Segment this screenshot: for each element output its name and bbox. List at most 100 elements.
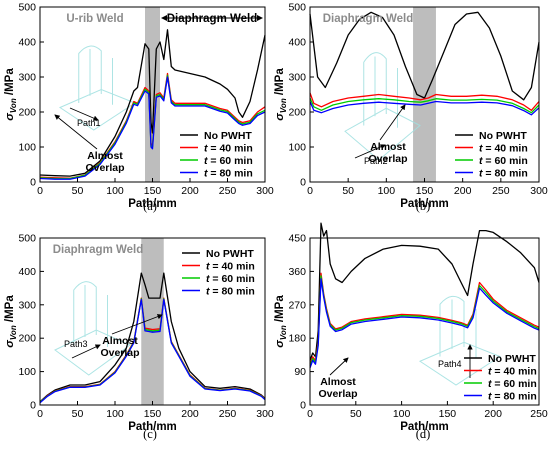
y-tick-label: 400 xyxy=(18,266,36,278)
legend-entry: t = 60 min xyxy=(206,273,255,285)
chart-panel-3: Path3 0 50 100 150 200 250 300 0 100 200 300 400 500 P… xyxy=(4,233,274,442)
series-line-t-80-min xyxy=(309,278,540,369)
x-tick-label: 50 xyxy=(72,185,84,197)
series-line-t-60-min xyxy=(39,74,266,180)
x-tick-label: 250 xyxy=(219,408,237,420)
x-tick-label: 250 xyxy=(219,185,237,197)
y-tick-label: 270 xyxy=(288,299,306,311)
legend-entry-value: = 60 min xyxy=(492,378,537,390)
x-axis-label: Path/mm xyxy=(128,198,177,210)
legend-entry: t = 60 min xyxy=(479,155,528,167)
series-line-t-40-min xyxy=(309,92,540,111)
legend-entry-var: t xyxy=(488,365,492,377)
annotation-overlap: Overlap xyxy=(368,153,407,165)
y-axis-label-symbol: σ xyxy=(4,113,16,121)
y-axis-label-subscript: Von xyxy=(9,325,18,340)
weld-zone-band xyxy=(413,7,436,182)
legend-entry-var: t xyxy=(206,285,210,297)
chart-panel-4: Path4 0 50 100 150 200 250 0 90 180 270 360 450 Path/… xyxy=(274,222,548,441)
y-tick-label: 90 xyxy=(294,366,306,378)
legend-entry: t = 60 min xyxy=(488,378,537,390)
y-tick-label: 500 xyxy=(18,2,36,14)
y-tick-label: 0 xyxy=(30,177,36,189)
y-axis-label-unit: /MPa xyxy=(274,295,286,326)
legend-entry: t = 80 min xyxy=(488,390,537,402)
inset-diaphragm xyxy=(84,285,108,347)
x-tick-label: 50 xyxy=(72,408,84,420)
legend-entry-value: = 40 min xyxy=(208,142,253,154)
annotation-overlap: Overlap xyxy=(318,388,357,400)
series-line-no-pwht xyxy=(39,272,266,403)
inset-plate xyxy=(344,107,421,161)
chart-panel-2: Path2 0 50 100 150 200 250 300 0 100 200 300 400 500 P… xyxy=(274,2,548,214)
legend-entry-var: t xyxy=(488,390,492,402)
legend-entry-var: t xyxy=(479,142,483,154)
y-tick-label: 360 xyxy=(288,266,306,278)
path-label: Path4 xyxy=(438,359,462,369)
inset-plate xyxy=(54,329,131,376)
legend-entry: t = 80 min xyxy=(204,167,253,179)
legend-entry-var: t xyxy=(204,167,208,179)
legend-entry-text: No PWHT xyxy=(488,353,536,365)
zone-label-diaphragm: Diaphragm Weld xyxy=(167,13,258,25)
weld-zone-band xyxy=(141,238,164,405)
annotation-overlap: Overlap xyxy=(85,162,124,174)
legend-entry: t = 40 min xyxy=(204,142,253,154)
inset-plate xyxy=(418,341,502,386)
legend-entry-value: = 80 min xyxy=(210,285,255,297)
x-tick-label: 0 xyxy=(307,408,313,420)
legend-entry-value: = 40 min xyxy=(210,260,255,272)
y-tick-label: 300 xyxy=(18,299,36,311)
path-arrow xyxy=(71,344,101,359)
y-tick-label: 500 xyxy=(18,233,36,245)
inset-diaphragm xyxy=(89,49,113,105)
x-tick-label: 50 xyxy=(350,408,362,420)
inset-diaphragm xyxy=(374,56,398,128)
x-tick-label: 0 xyxy=(37,185,43,197)
x-tick-label: 300 xyxy=(256,408,274,420)
x-tick-label: 200 xyxy=(181,408,199,420)
legend-entry-value: = 40 min xyxy=(483,142,528,154)
y-axis-label-symbol: σ xyxy=(274,340,286,348)
y-axis-label-unit: /MPa xyxy=(4,295,16,326)
series-line-t-60-min xyxy=(309,97,540,114)
annotation-arrow xyxy=(111,314,163,335)
x-tick-label: 150 xyxy=(439,408,457,420)
y-axis-label-subscript: Von xyxy=(279,98,288,113)
legend-entry-var: t xyxy=(204,155,208,167)
legend-entry-var: t xyxy=(479,155,483,167)
x-tick-label: 250 xyxy=(492,185,510,197)
path-arrow xyxy=(354,144,386,159)
path-arrow xyxy=(69,107,99,121)
annotation-almost: Almost xyxy=(370,141,406,153)
legend-entry-var: t xyxy=(206,273,210,285)
inset-rib xyxy=(73,281,97,345)
panel-label: (a) xyxy=(143,199,157,213)
x-tick-label: 300 xyxy=(530,185,548,197)
x-tick-label: 200 xyxy=(454,185,472,197)
y-tick-label: 0 xyxy=(300,177,306,189)
inset-schematic xyxy=(54,281,131,376)
annotation-arrow xyxy=(379,104,406,141)
x-tick-label: 200 xyxy=(484,408,502,420)
path-label: Path3 xyxy=(64,339,88,349)
legend-entry: t = 80 min xyxy=(206,285,255,297)
series-line-no-pwht xyxy=(309,222,540,361)
legend-entry-var: t xyxy=(479,167,483,179)
y-axis-label: σVon /MPa xyxy=(274,68,288,121)
zone-label-diaphragm: Diaphragm Weld xyxy=(53,244,144,256)
y-tick-label: 500 xyxy=(288,2,306,14)
y-axis-label: σVon /MPa xyxy=(4,68,18,121)
y-tick-label: 180 xyxy=(288,333,306,345)
panel-label: (b) xyxy=(416,199,431,213)
x-axis-label: Path/mm xyxy=(128,421,177,433)
legend-entry-var: t xyxy=(488,378,492,390)
y-axis-label: σVon /MPa xyxy=(274,295,288,348)
zone-label-diaphragm: Diaphragm Weld xyxy=(323,13,414,25)
y-axis-label-unit: /MPa xyxy=(274,68,286,99)
annotation-almost: Almost xyxy=(320,376,356,388)
series-line-no-pwht xyxy=(309,11,540,101)
series-line-t-80-min xyxy=(39,298,266,404)
